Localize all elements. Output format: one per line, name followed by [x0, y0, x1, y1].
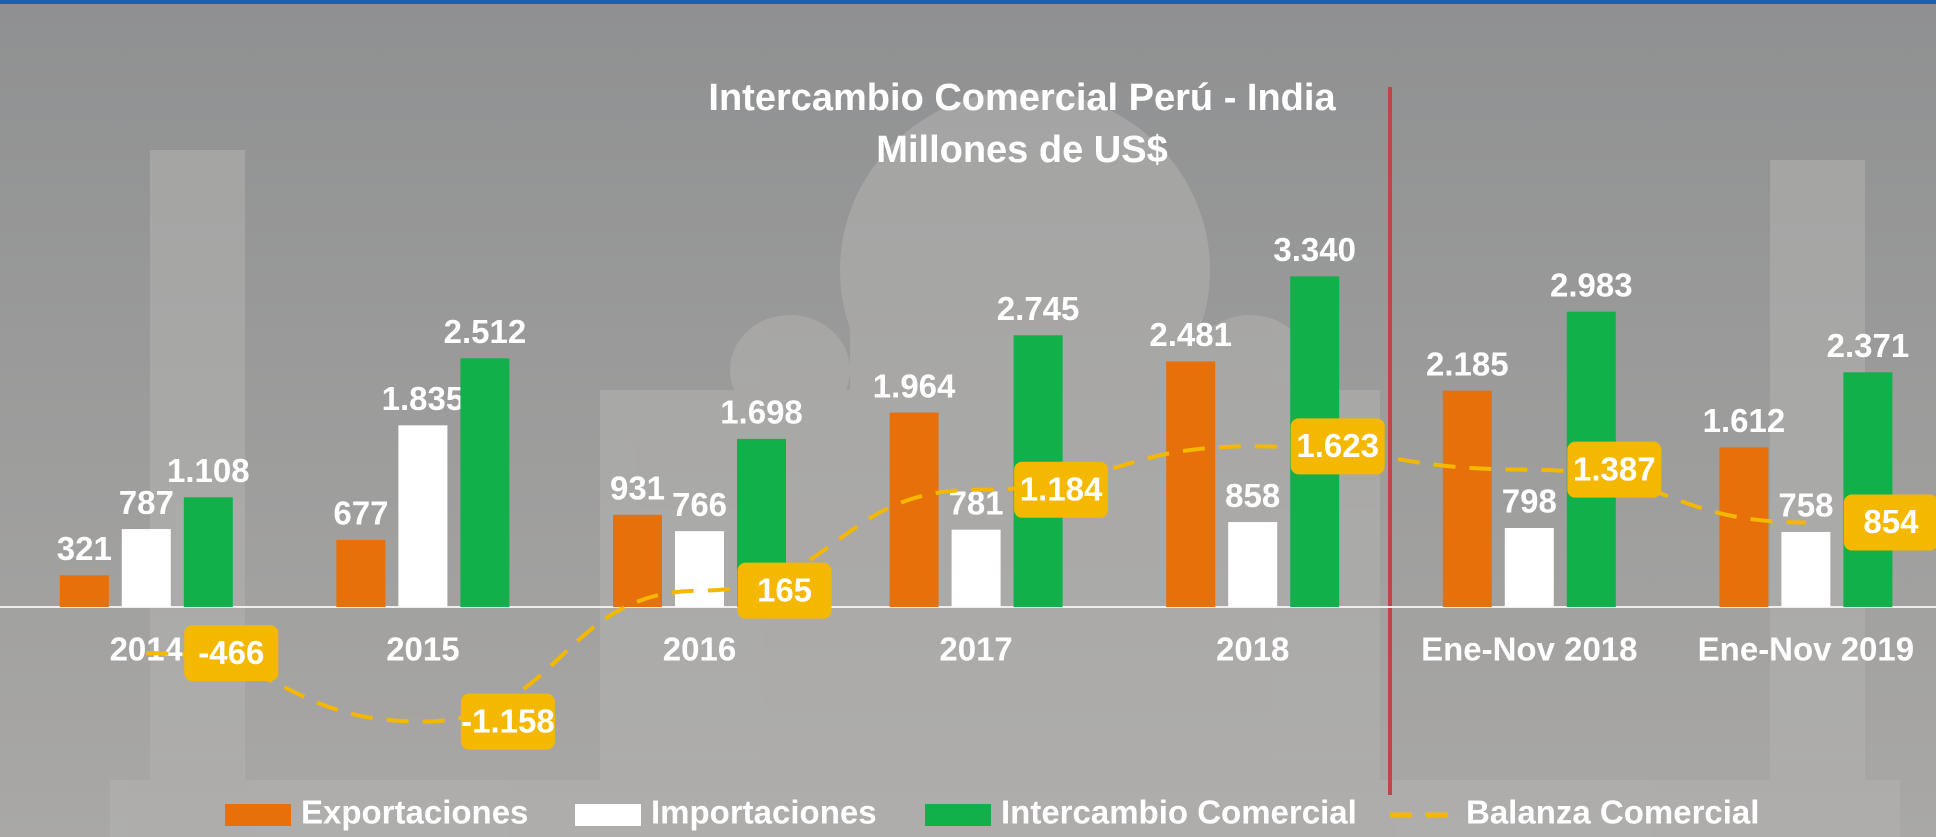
data-label: 2.983 — [1550, 266, 1633, 303]
data-label: 858 — [1225, 477, 1280, 514]
data-label: 931 — [610, 470, 665, 507]
legend-label: Intercambio Comercial — [1001, 794, 1357, 831]
data-label: 1.698 — [720, 394, 803, 431]
data-label: 854 — [1863, 503, 1919, 540]
data-label: 1.612 — [1703, 402, 1786, 439]
legend-label: Balanza Comercial — [1466, 794, 1759, 831]
bar — [1443, 391, 1492, 607]
data-label: 3.340 — [1273, 231, 1356, 268]
legend-swatch — [575, 804, 641, 826]
data-label-box: 165 — [738, 563, 832, 619]
bar — [952, 530, 1001, 607]
legend-label: Importaciones — [651, 794, 877, 831]
data-label-box: 1.387 — [1567, 442, 1661, 498]
data-label: 677 — [333, 495, 388, 532]
bar — [890, 413, 939, 607]
data-label: -466 — [198, 634, 264, 671]
data-label-box: -1.158 — [461, 694, 555, 750]
data-label: 1.964 — [873, 367, 956, 404]
x-tick-label: 2014 — [110, 631, 184, 668]
data-label: 2.481 — [1149, 316, 1232, 353]
data-label-box: -466 — [184, 625, 278, 681]
data-label: 758 — [1778, 487, 1833, 524]
data-label: 766 — [672, 486, 727, 523]
legend-label: Exportaciones — [301, 794, 528, 831]
data-label: 1.623 — [1296, 427, 1379, 464]
bar — [613, 515, 662, 607]
bar — [1719, 447, 1768, 607]
top-stripe — [0, 0, 1936, 4]
data-label: 1.184 — [1020, 471, 1103, 508]
data-label-box: 854 — [1844, 494, 1936, 550]
data-label: 2.371 — [1827, 327, 1910, 364]
data-label: 2.512 — [444, 313, 527, 350]
chart-subtitle: Millones de US$ — [876, 129, 1167, 171]
data-label: 165 — [757, 571, 812, 608]
x-tick-label: Ene-Nov 2018 — [1421, 631, 1637, 668]
bar — [675, 531, 724, 607]
data-label: 798 — [1502, 483, 1557, 520]
bar — [122, 529, 171, 607]
data-label: 321 — [57, 530, 112, 567]
legend-swatch — [925, 804, 991, 826]
data-label: -1.158 — [461, 702, 555, 739]
legend-swatch — [225, 804, 291, 826]
bar — [336, 540, 385, 607]
bar — [1843, 372, 1892, 607]
x-tick-label: 2017 — [939, 631, 1012, 668]
bar — [1166, 361, 1215, 607]
data-label-box: 1.184 — [1014, 462, 1108, 518]
data-label-box: 1.623 — [1291, 418, 1385, 474]
x-tick-label: 2018 — [1216, 631, 1289, 668]
x-tick-label: Ene-Nov 2019 — [1698, 631, 1914, 668]
x-tick-label: 2016 — [663, 631, 736, 668]
bar — [60, 575, 109, 607]
bar — [398, 425, 447, 607]
bar — [460, 358, 509, 607]
bar — [1781, 532, 1830, 607]
data-label: 2.745 — [997, 290, 1080, 327]
data-label: 2.185 — [1426, 345, 1509, 382]
bar — [184, 497, 233, 607]
data-label: 1.387 — [1573, 450, 1656, 487]
data-label: 1.108 — [167, 452, 250, 489]
data-label: 787 — [119, 484, 174, 521]
chart-title: Intercambio Comercial Perú - India — [708, 77, 1336, 119]
bar — [1505, 528, 1554, 607]
x-tick-label: 2015 — [386, 631, 459, 668]
chart: Intercambio Comercial Perú - India Millo… — [0, 0, 1936, 837]
data-label: 1.835 — [382, 380, 465, 417]
bar — [1228, 522, 1277, 607]
